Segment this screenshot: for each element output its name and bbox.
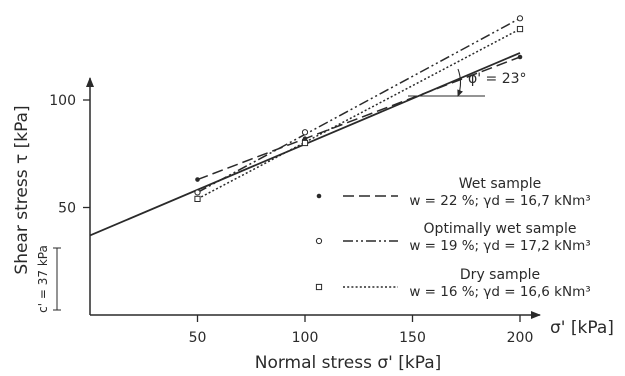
- marker-series-1-point-0: [195, 190, 200, 195]
- legend-title-2: Dry sample: [460, 267, 540, 283]
- marker-series-2-point-1: [302, 140, 307, 145]
- legend-formula-1: w = 19 %; γd = 17,2 kNm³: [409, 238, 590, 254]
- legend-formula-2: w = 16 %; γd = 16,6 kNm³: [409, 284, 590, 300]
- series-line-1: [198, 18, 521, 192]
- friction-angle-label: φ' = 23°: [468, 71, 527, 87]
- x-tick-label-50: 50: [189, 330, 207, 346]
- marker-series-0-point-2: [518, 55, 523, 60]
- legend-marker-1: [316, 238, 321, 243]
- x-tick-label-100: 100: [292, 330, 319, 346]
- legend-title-0: Wet sample: [459, 176, 541, 192]
- marker-series-1-point-2: [517, 16, 522, 21]
- legend-marker-2: [316, 284, 321, 289]
- cohesion-annotation: c' = 37 kPa: [36, 245, 61, 313]
- x-axis-ticks: 50 100 150 200: [189, 315, 534, 346]
- friction-angle-arc: [458, 69, 461, 96]
- marker-series-1-point-1: [302, 130, 307, 135]
- y-tick-label-100: 100: [49, 93, 76, 109]
- marker-series-0-point-0: [195, 177, 200, 182]
- y-axis-title: Shear stress τ [kPa]: [12, 105, 32, 274]
- x-tick-label-200: 200: [507, 330, 534, 346]
- legend-formula-0: w = 22 %; γd = 16,7 kNm³: [409, 193, 590, 209]
- x-axis-title: Normal stress σ' [kPa]: [255, 353, 442, 373]
- series-lines: [198, 18, 521, 199]
- marker-series-2-point-0: [195, 196, 200, 201]
- cohesion-label: c' = 37 kPa: [36, 245, 50, 313]
- series-line-2: [198, 29, 521, 199]
- x-axis-end-label: σ' [kPa]: [550, 318, 614, 338]
- legend-title-1: Optimally wet sample: [424, 221, 577, 237]
- legend-marker-0: [317, 194, 322, 199]
- y-tick-label-50: 50: [58, 201, 76, 217]
- y-axis-ticks: 50 100: [49, 93, 90, 217]
- x-tick-label-150: 150: [399, 330, 426, 346]
- marker-series-2-point-2: [517, 26, 522, 31]
